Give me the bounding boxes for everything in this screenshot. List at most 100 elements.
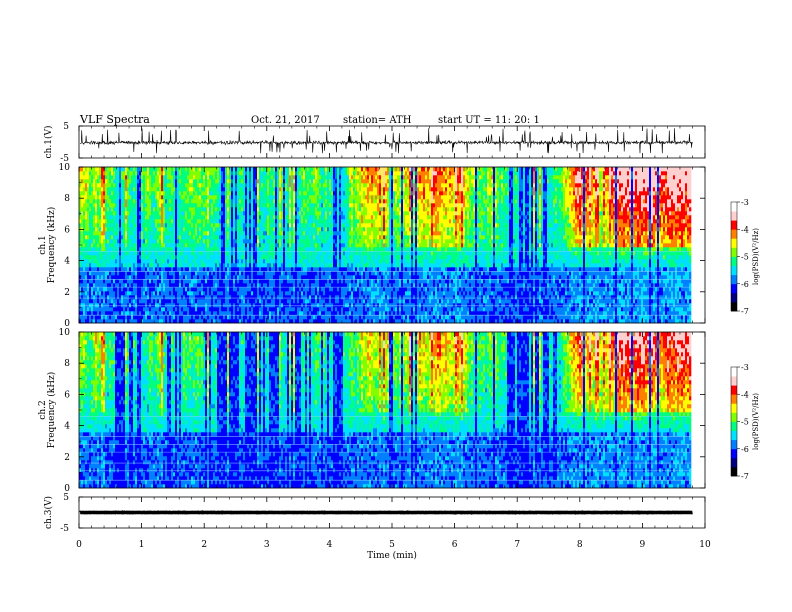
heatmap-cell	[197, 167, 199, 171]
heatmap-cell	[229, 211, 231, 215]
heatmap-cell	[171, 215, 173, 219]
heatmap-cell	[203, 187, 205, 191]
heatmap-cell	[169, 199, 171, 203]
heatmap-cell	[235, 299, 237, 303]
heatmap-cell	[113, 215, 115, 219]
heatmap-cell	[99, 203, 101, 207]
heatmap-cell	[275, 171, 277, 175]
heatmap-cell	[219, 311, 221, 315]
heatmap-cell	[139, 303, 141, 307]
heatmap-cell	[149, 227, 151, 231]
heatmap-cell	[175, 219, 177, 223]
heatmap-cell	[279, 251, 281, 255]
heatmap-cell	[235, 211, 237, 215]
heatmap-cell	[297, 219, 299, 223]
heatmap-cell	[241, 211, 243, 215]
heatmap-cell	[321, 255, 323, 259]
heatmap-cell	[325, 219, 327, 223]
heatmap-cell	[265, 199, 267, 203]
heatmap-cell	[207, 247, 209, 251]
heatmap-cell	[231, 175, 233, 179]
heatmap-cell	[171, 183, 173, 187]
heatmap-cell	[247, 231, 249, 235]
heatmap-cell	[255, 187, 257, 191]
heatmap-cell	[255, 315, 257, 319]
heatmap-cell	[241, 183, 243, 187]
heatmap-cell	[269, 311, 271, 315]
heatmap-cell	[263, 223, 265, 227]
heatmap-cell	[169, 259, 171, 263]
heatmap-cell	[217, 247, 219, 251]
heatmap-cell	[319, 251, 321, 255]
heatmap-cell	[215, 291, 217, 295]
heatmap-cell	[283, 219, 285, 223]
heatmap-cell	[155, 171, 157, 175]
heatmap-cell	[253, 307, 255, 311]
heatmap-cell	[123, 223, 125, 227]
heatmap-cell	[309, 235, 311, 239]
heatmap-cell	[209, 211, 211, 215]
heatmap-cell	[319, 263, 321, 267]
heatmap-cell	[229, 215, 231, 219]
heatmap-cell	[311, 235, 313, 239]
heatmap-cell	[85, 299, 87, 303]
heatmap-cell	[121, 239, 123, 243]
heatmap-cell	[97, 171, 99, 175]
heatmap-cell	[321, 247, 323, 251]
heatmap-cell	[203, 239, 205, 243]
heatmap-cell	[131, 299, 133, 303]
heatmap-cell	[271, 231, 273, 235]
heatmap-cell	[245, 215, 247, 219]
heatmap-cell	[161, 199, 163, 203]
heatmap-cell	[191, 255, 193, 259]
heatmap-cell	[91, 179, 93, 183]
heatmap-cell	[315, 179, 317, 183]
heatmap-cell	[123, 247, 125, 251]
heatmap-cell	[123, 275, 125, 279]
heatmap-cell	[181, 275, 183, 279]
heatmap-cell	[103, 315, 105, 319]
heatmap-cell	[119, 255, 121, 259]
heatmap-cell	[299, 179, 301, 183]
heatmap-cell	[245, 187, 247, 191]
heatmap-cell	[277, 199, 279, 203]
heatmap-cell	[267, 187, 269, 191]
heatmap-cell	[277, 263, 279, 267]
heatmap-cell	[95, 183, 97, 187]
heatmap-cell	[133, 183, 135, 187]
heatmap-cell	[321, 275, 323, 279]
heatmap-cell	[243, 295, 245, 299]
heatmap-cell	[161, 279, 163, 283]
heatmap-cell	[213, 295, 215, 299]
heatmap-cell	[297, 311, 299, 315]
heatmap-cell	[233, 191, 235, 195]
heatmap-cell	[313, 275, 315, 279]
heatmap-cell	[217, 239, 219, 243]
heatmap-cell	[267, 207, 269, 211]
heatmap-cell	[313, 207, 315, 211]
heatmap-cell	[135, 235, 137, 239]
heatmap-cell	[319, 239, 321, 243]
heatmap-cell	[111, 283, 113, 287]
heatmap-cell	[261, 251, 263, 255]
heatmap-cell	[187, 211, 189, 215]
heatmap-cell	[95, 219, 97, 223]
heatmap-cell	[235, 283, 237, 287]
heatmap-cell	[241, 275, 243, 279]
heatmap-cell	[219, 235, 221, 239]
heatmap-cell	[115, 247, 117, 251]
heatmap-cell	[195, 299, 197, 303]
heatmap-cell	[107, 303, 109, 307]
heatmap-cell	[317, 231, 319, 235]
heatmap-cell	[251, 279, 253, 283]
heatmap-cell	[153, 303, 155, 307]
heatmap-cell	[131, 235, 133, 239]
heatmap-cell	[93, 315, 95, 319]
heatmap-cell	[247, 223, 249, 227]
heatmap-cell	[283, 231, 285, 235]
heatmap-cell	[185, 179, 187, 183]
heatmap-cell	[303, 295, 305, 299]
heatmap-cell	[121, 183, 123, 187]
heatmap-cell	[101, 263, 103, 267]
heatmap-cell	[97, 295, 99, 299]
